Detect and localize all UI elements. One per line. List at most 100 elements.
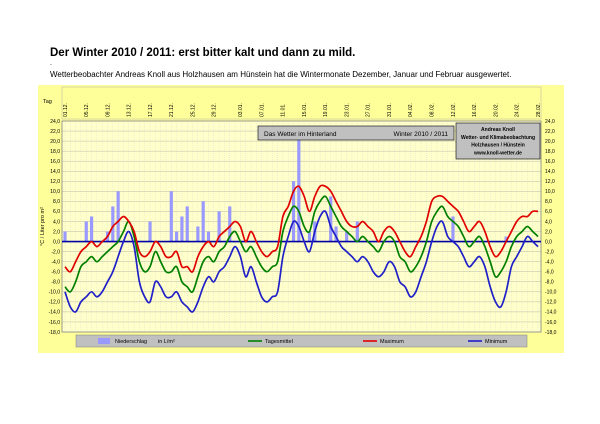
date-label: 25.12. xyxy=(190,103,196,117)
inner-title-box: Das Wetter im Hinterland Winter 2010 / 2… xyxy=(257,125,455,141)
y-tick-right: -14,0 xyxy=(545,310,557,316)
info-box-line: Wetter- und Klimabeobachtung xyxy=(461,135,535,141)
niederschlag-bar xyxy=(175,231,179,242)
niederschlag-bar xyxy=(63,231,67,242)
y-tick-right: 8,0 xyxy=(545,199,552,205)
niederschlag-bar xyxy=(217,211,221,242)
y-tick-left: -18,0 xyxy=(49,330,61,336)
y-tick-left: -6,0 xyxy=(51,270,60,276)
date-label: 28.02. xyxy=(536,103,542,117)
tagesmittel-line xyxy=(64,195,539,293)
y-tick-left: 6,0 xyxy=(53,209,60,215)
y-tick-left: 24,0 xyxy=(50,119,60,125)
date-label: 17.12. xyxy=(148,103,154,117)
niederschlag-bar xyxy=(291,181,296,242)
date-label: 24.02. xyxy=(515,103,521,117)
maximum-line xyxy=(64,184,539,273)
y-tick-right: -4,0 xyxy=(545,259,554,265)
weather-chart: Tag 01.12. 05.12. 09.12. 13.12. 17.12. 21.12. 2… xyxy=(38,85,564,353)
y-tick-left: 14,0 xyxy=(50,169,60,175)
niederschlag-bar xyxy=(196,226,200,242)
y-tick-left: -2,0 xyxy=(51,249,60,255)
legend-unit: in L/m² xyxy=(158,339,175,345)
date-label: 05.12. xyxy=(84,103,90,117)
y-tick-right: 4,0 xyxy=(545,219,552,225)
date-label: 03.01. xyxy=(238,103,244,117)
date-label: 08.02. xyxy=(430,103,436,117)
y-tick-right: 2,0 xyxy=(545,229,552,235)
niederschlag-bar xyxy=(201,201,205,242)
niederschlag-bar xyxy=(504,236,508,242)
niederschlag-bar xyxy=(307,231,312,242)
minimum-line xyxy=(64,210,539,313)
niederschlag-bar xyxy=(116,191,120,242)
date-label: 11.01. xyxy=(281,103,287,117)
page-title: Der Winter 2010 / 2011: erst bitter kalt… xyxy=(50,47,356,59)
y-tick-right: 24,0 xyxy=(545,119,555,125)
niederschlag-bar xyxy=(111,206,115,242)
legend-label: Minimum xyxy=(485,339,508,345)
niederschlag-bar xyxy=(169,191,173,242)
y-tick-right: 10,0 xyxy=(545,189,555,195)
y-tick-left: 4,0 xyxy=(53,219,60,225)
y-tick-left: 0,0 xyxy=(53,239,60,245)
y-tick-right: 6,0 xyxy=(545,209,552,215)
y-tick-right: 18,0 xyxy=(545,149,555,155)
info-box-background xyxy=(455,122,541,160)
legend-label: Maximum xyxy=(380,339,404,345)
niederschlag-bar xyxy=(206,231,211,242)
y-axis-left: 24,0 22,0 20,0 18,0 16,0 14,0 12,0 10,0 8,0 6,0 4,… xyxy=(49,119,61,336)
y-tick-left: -16,0 xyxy=(49,320,61,326)
y-tick-left: 12,0 xyxy=(50,179,60,185)
date-label: 16.02. xyxy=(472,103,478,117)
date-label: 27.01. xyxy=(366,103,372,117)
info-box: Andreas Knoll Wetter- und Klimabeobachtun… xyxy=(455,122,541,160)
niederschlag-bar xyxy=(148,221,152,242)
y-tick-right: -8,0 xyxy=(545,280,554,286)
info-box-line: Holzhausen / Hünstein xyxy=(471,143,525,149)
niederschlag-bar xyxy=(345,231,349,242)
date-label: 07.01. xyxy=(259,103,265,117)
date-label: 31.01. xyxy=(387,103,393,117)
niederschlag-bar xyxy=(84,221,88,242)
niederschlag-bar xyxy=(185,206,189,242)
date-label: 21.12. xyxy=(169,103,175,117)
legend: Niederschlag in L/m² Tagesmittel Maximum Min… xyxy=(75,334,528,348)
date-label: 04.02. xyxy=(408,103,414,117)
date-label: 29.12. xyxy=(212,103,218,117)
y-tick-right: -16,0 xyxy=(545,320,557,326)
date-label: 19.01. xyxy=(323,103,329,117)
info-box-line: Andreas Knoll xyxy=(481,127,516,133)
date-label: 01.12. xyxy=(63,103,69,117)
y-tick-right: -10,0 xyxy=(545,290,557,296)
legend-label: Tagesmittel xyxy=(265,339,293,345)
date-header-row: Tag 01.12. 05.12. 09.12. 13.12. 17.12. 21.12. 2… xyxy=(43,86,542,120)
y-tick-left: -12,0 xyxy=(49,300,61,306)
y-tick-right: 16,0 xyxy=(545,159,555,165)
y-tick-left: 22,0 xyxy=(50,129,60,135)
legend-label: Niederschlag xyxy=(115,339,147,345)
date-label: 09.12. xyxy=(105,103,111,117)
y-axis-right: 24,0 22,0 20,0 18,0 16,0 14,0 12,0 10,0 8,0 6,0 4,… xyxy=(545,119,557,336)
y-tick-left: 16,0 xyxy=(50,159,60,165)
y-tick-left: -8,0 xyxy=(51,280,60,286)
y-tick-left: -14,0 xyxy=(49,310,61,316)
inner-title-right: Winter 2010 / 2011 xyxy=(394,131,449,138)
date-label: 20.02. xyxy=(493,103,499,117)
info-box-line: www.knoll-wetter.de xyxy=(473,150,522,156)
date-label: 13.12. xyxy=(127,103,133,117)
y-tick-right: 14,0 xyxy=(545,169,555,175)
niederschlag-bar xyxy=(355,221,359,242)
y-tick-left: -4,0 xyxy=(51,259,60,265)
y-tick-right: 0,0 xyxy=(545,239,552,245)
y-tick-left: 20,0 xyxy=(50,139,60,145)
y-tick-right: -12,0 xyxy=(545,300,557,306)
y-tick-left: 8,0 xyxy=(53,199,60,205)
y-tick-right: -6,0 xyxy=(545,270,554,276)
y-tick-right: 12,0 xyxy=(545,179,555,185)
niederschlag-bar xyxy=(89,216,94,242)
y-tick-left: -10,0 xyxy=(49,290,61,296)
niederschlag-bar xyxy=(451,216,455,242)
legend-swatch-niederschlag xyxy=(98,338,110,344)
y-tick-left: 2,0 xyxy=(53,229,60,235)
